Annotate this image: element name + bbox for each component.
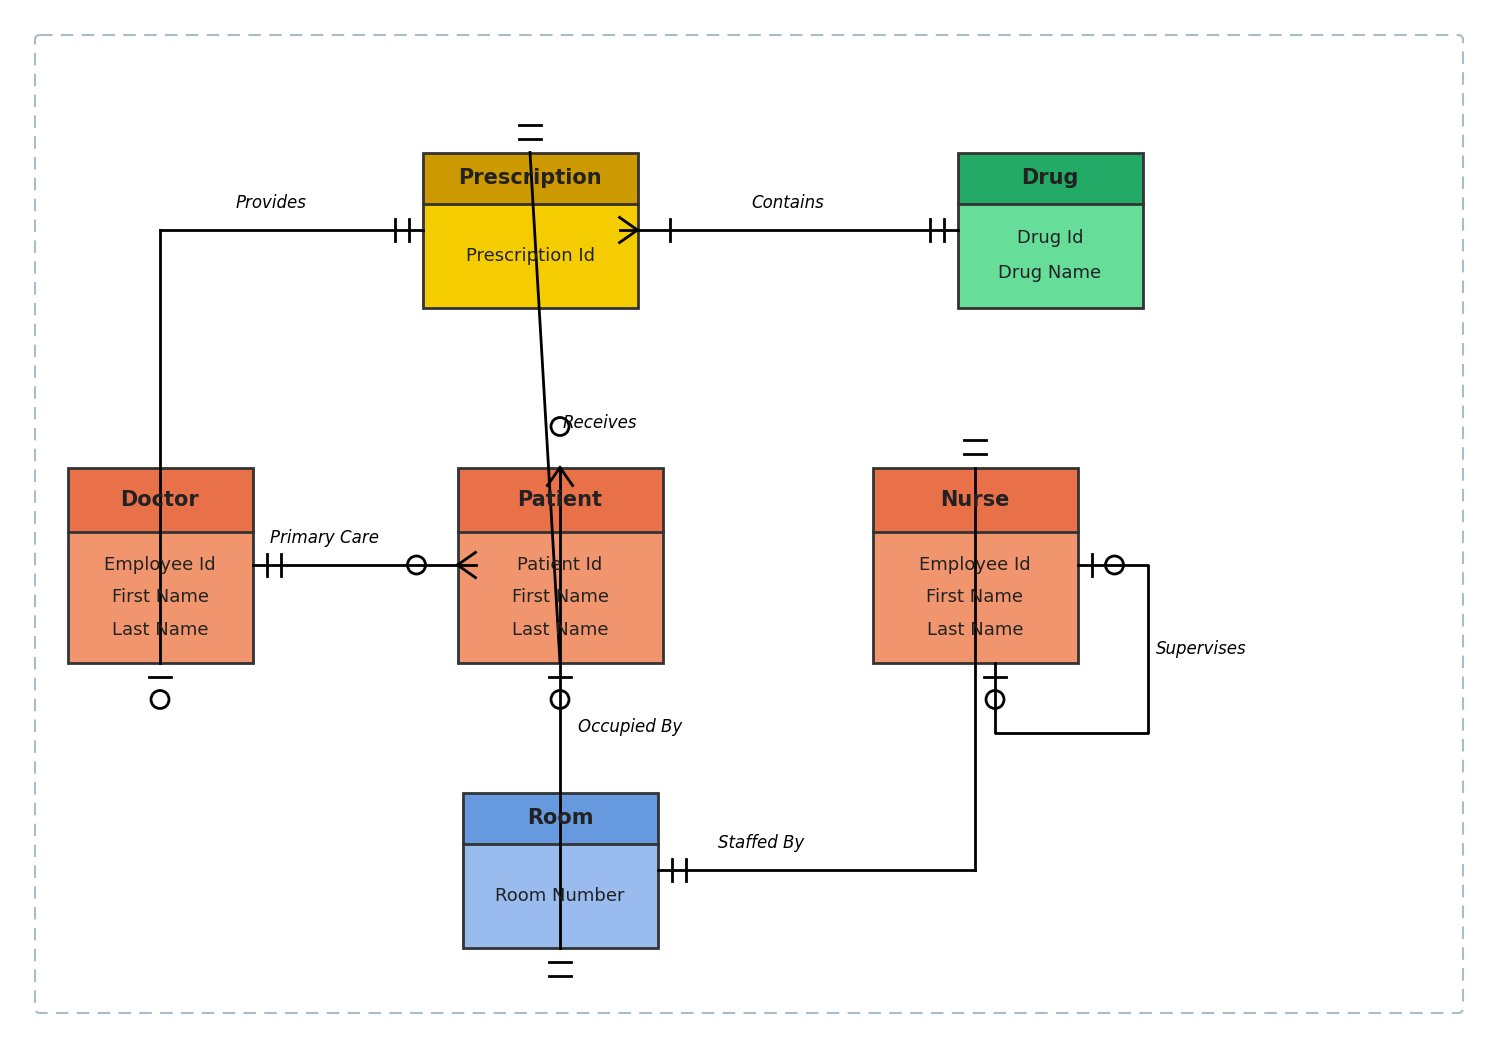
Text: Supervises: Supervises — [1155, 639, 1246, 658]
Bar — [872, 531, 1077, 662]
Bar — [457, 467, 662, 662]
Text: Nurse: Nurse — [941, 489, 1010, 509]
Text: Employee Id: Employee Id — [920, 555, 1031, 573]
Text: First Name: First Name — [511, 588, 608, 606]
Text: Prescription: Prescription — [458, 168, 602, 188]
Text: Provides: Provides — [235, 194, 307, 212]
Text: Prescription Id: Prescription Id — [466, 246, 595, 264]
Text: Patient: Patient — [517, 489, 602, 509]
Text: Doctor: Doctor — [121, 489, 199, 509]
Text: First Name: First Name — [926, 588, 1023, 606]
Bar — [67, 467, 253, 531]
Bar — [872, 467, 1077, 531]
Bar — [463, 844, 658, 947]
Text: Contains: Contains — [750, 194, 824, 212]
Bar — [957, 153, 1143, 203]
Text: Employee Id: Employee Id — [105, 555, 216, 573]
Text: Drug Name: Drug Name — [999, 264, 1101, 282]
Text: Patient Id: Patient Id — [517, 555, 602, 573]
Text: Last Name: Last Name — [927, 620, 1023, 639]
Bar — [463, 792, 658, 947]
Bar — [463, 792, 658, 844]
Bar — [67, 467, 253, 662]
Bar — [422, 203, 638, 307]
Text: Room: Room — [527, 808, 593, 828]
Text: First Name: First Name — [111, 588, 208, 606]
Text: Staffed By: Staffed By — [718, 834, 804, 852]
Text: Occupied By: Occupied By — [578, 719, 682, 737]
Bar — [457, 531, 662, 662]
Text: Receives: Receives — [563, 414, 638, 432]
Bar — [957, 153, 1143, 307]
Bar — [67, 531, 253, 662]
Text: Room Number: Room Number — [496, 887, 625, 904]
Bar — [422, 153, 638, 203]
Bar — [422, 153, 638, 307]
Bar — [872, 467, 1077, 662]
Text: Primary Care: Primary Care — [271, 529, 379, 547]
Text: Drug Id: Drug Id — [1017, 230, 1083, 247]
Text: Last Name: Last Name — [112, 620, 208, 639]
Bar — [457, 467, 662, 531]
Bar — [957, 203, 1143, 307]
Text: Last Name: Last Name — [512, 620, 608, 639]
Text: Drug: Drug — [1022, 168, 1079, 188]
